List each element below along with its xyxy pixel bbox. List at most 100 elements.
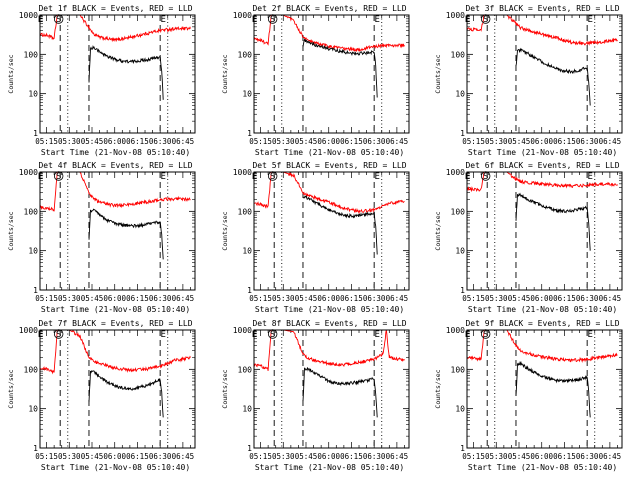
start-marker: S [270, 172, 275, 182]
x-tick-label: 06:45 [172, 452, 195, 461]
lld-series-line [254, 172, 405, 215]
y-tick-label: 1000 [446, 168, 465, 177]
plot-frame [253, 329, 410, 449]
events-series-line [302, 367, 378, 418]
panel-title: Det 3f BLACK = Events, RED = LLD [465, 4, 619, 13]
x-tick-label: 06:00 [530, 137, 553, 146]
start-marker: S [483, 330, 488, 340]
y-tick-label: 1 [33, 129, 38, 138]
panel-title: Det 2f BLACK = Events, RED = LLD [252, 4, 406, 13]
events-series-line [515, 360, 591, 418]
x-axis-label: Start Time (21-Nov-08 05:10:40) [41, 463, 190, 472]
data-layer [467, 15, 618, 106]
x-tick-label: 06:45 [599, 137, 622, 146]
x-tick-label: 06:30 [149, 294, 172, 303]
x-tick-label: 05:30 [272, 137, 295, 146]
events-series-line [515, 47, 591, 106]
start-marker: S [270, 15, 275, 25]
y-tick-label: 1 [247, 129, 252, 138]
y-tick-label: 10 [28, 247, 38, 256]
y-tick-label: 100 [24, 50, 39, 59]
x-tick-label: 06:45 [172, 137, 195, 146]
events-series-line [88, 45, 164, 100]
y-tick-label: 1 [460, 286, 465, 295]
x-tick-label: 05:15 [35, 294, 58, 303]
end-marker: E [160, 330, 165, 340]
y-tick-label: 10 [455, 90, 465, 99]
y-tick-label: 1000 [446, 326, 465, 335]
x-tick-label: 06:00 [317, 452, 340, 461]
y-axis-label: Counts/sec [7, 54, 15, 93]
x-tick-label: 05:45 [295, 137, 318, 146]
x-tick-label: 06:30 [363, 294, 386, 303]
x-tick-label: 05:15 [462, 294, 485, 303]
y-tick-label: 1000 [233, 326, 252, 335]
events-series-line [515, 192, 591, 251]
panel-title: Det 1f BLACK = Events, RED = LLD [38, 4, 192, 13]
panel-title: Det 7f BLACK = Events, RED = LLD [38, 319, 192, 328]
y-tick-label: 100 [24, 365, 39, 374]
y-tick-label: 100 [451, 207, 466, 216]
x-tick-label: 06:15 [126, 452, 149, 461]
x-tick-label: 06:45 [386, 137, 409, 146]
x-tick-label: 05:45 [295, 294, 318, 303]
x-tick-label: 06:15 [340, 137, 363, 146]
x-tick-label: 05:30 [272, 452, 295, 461]
y-tick-label: 10 [28, 90, 38, 99]
x-tick-label: 05:45 [81, 452, 104, 461]
events-series-line [88, 208, 164, 260]
y-tick-label: 100 [238, 207, 253, 216]
data-layer [254, 330, 405, 418]
x-tick-label: 05:45 [508, 137, 531, 146]
x-tick-label: 05:30 [58, 452, 81, 461]
panel-title: Det 8f BLACK = Events, RED = LLD [252, 319, 406, 328]
panel-det-3: Det 3f BLACK = Events, RED = LLD Counts/s… [434, 4, 623, 157]
x-tick-label: 06:00 [103, 137, 126, 146]
x-tick-label: 06:15 [126, 294, 149, 303]
y-tick-label: 1000 [19, 11, 38, 20]
x-tick-label: 06:00 [103, 452, 126, 461]
x-tick-label: 06:30 [576, 452, 599, 461]
y-tick-label: 10 [455, 247, 465, 256]
panel-title: Det 9f BLACK = Events, RED = LLD [465, 319, 619, 328]
start-marker: S [483, 15, 488, 25]
end-marker: E [252, 15, 257, 25]
lld-series-line [254, 330, 405, 371]
y-tick-label: 100 [238, 365, 253, 374]
panel-det-9: Det 9f BLACK = Events, RED = LLD Counts/s… [434, 319, 623, 472]
x-tick-label: 05:30 [485, 294, 508, 303]
x-tick-label: 05:15 [35, 137, 58, 146]
plot-frame [39, 171, 196, 291]
plot-frame [466, 14, 623, 134]
x-axis-label: Start Time (21-Nov-08 05:10:40) [255, 463, 404, 472]
end-marker: E [252, 330, 257, 340]
x-tick-label: 05:30 [272, 294, 295, 303]
data-layer [467, 172, 618, 251]
y-tick-label: 10 [242, 90, 252, 99]
end-marker: E [38, 15, 43, 25]
start-marker: S [56, 172, 61, 182]
end-marker: E [465, 172, 470, 182]
x-tick-label: 05:15 [249, 294, 272, 303]
x-axis-label: Start Time (21-Nov-08 05:10:40) [468, 463, 617, 472]
y-tick-label: 1 [247, 444, 252, 453]
data-layer [40, 330, 191, 418]
y-axis-label: Counts/sec [434, 211, 442, 250]
x-tick-label: 05:15 [249, 137, 272, 146]
x-tick-label: 06:45 [386, 452, 409, 461]
end-marker: E [38, 172, 43, 182]
y-axis-label: Counts/sec [7, 369, 15, 408]
end-marker: E [374, 330, 379, 340]
y-tick-label: 1000 [19, 168, 38, 177]
start-marker: S [483, 172, 488, 182]
end-marker: E [587, 330, 592, 340]
events-series-line [302, 195, 378, 255]
x-tick-label: 06:30 [149, 137, 172, 146]
y-tick-label: 1 [460, 129, 465, 138]
panel-det-2: Det 2f BLACK = Events, RED = LLD Counts/s… [221, 4, 410, 157]
y-tick-label: 1000 [19, 326, 38, 335]
y-tick-label: 10 [242, 405, 252, 414]
x-tick-label: 06:30 [149, 452, 172, 461]
y-tick-label: 1 [33, 444, 38, 453]
x-tick-label: 05:45 [508, 294, 531, 303]
